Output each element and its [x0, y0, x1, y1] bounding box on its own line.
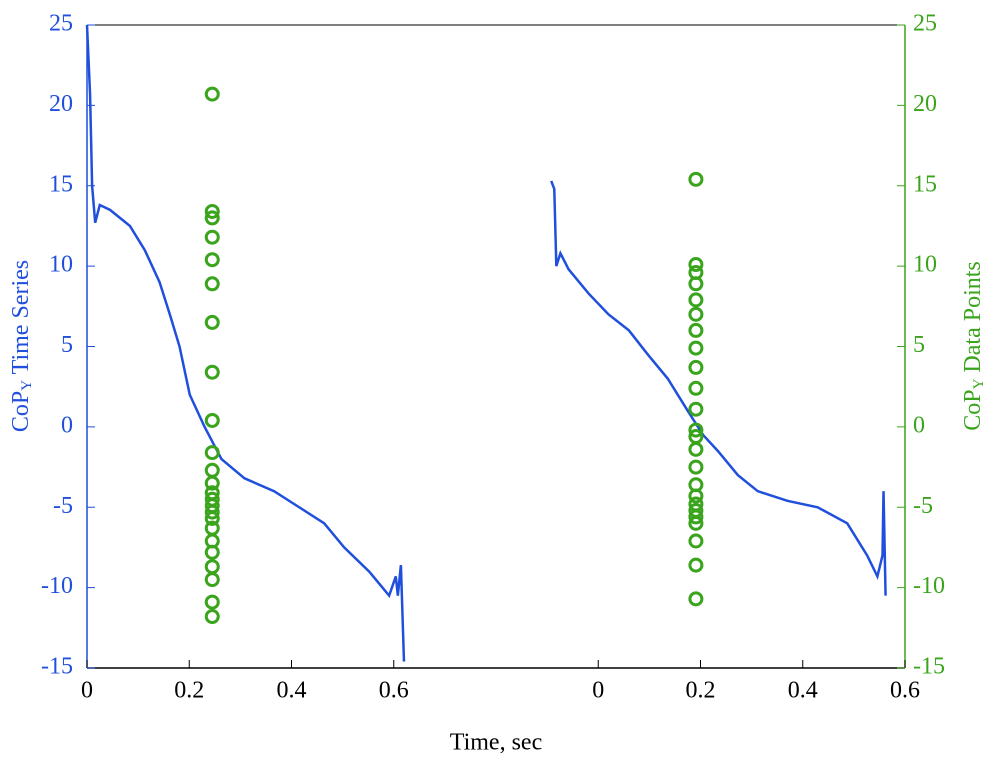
scatter-point — [688, 488, 704, 504]
scatter-point — [688, 306, 704, 322]
scatter-point — [204, 572, 220, 588]
y-axis-label: CoPY Time Series — [8, 260, 36, 432]
y2-axis-label: CoPY Data Points — [960, 261, 988, 431]
scatter-point — [204, 511, 220, 527]
scatter-point — [688, 441, 704, 457]
scatter-point — [688, 257, 704, 273]
scatter-point — [204, 86, 220, 102]
scatter-point — [688, 515, 704, 531]
scatter-point — [204, 544, 220, 560]
x-tick-label: 0.2 — [174, 678, 204, 704]
y2-tick-label: 25 — [913, 11, 937, 37]
scatter-point — [688, 401, 704, 417]
label-part: CoP — [960, 389, 986, 430]
scatter-point — [688, 459, 704, 475]
scatter-point — [204, 504, 220, 520]
y-tick-label: -10 — [41, 573, 73, 599]
scatter-point — [204, 412, 220, 428]
scatter-point — [204, 314, 220, 330]
scatter-point — [688, 322, 704, 338]
y-tick-label: 5 — [61, 332, 73, 358]
y2-tick-label: 5 — [913, 332, 925, 358]
scatter-point — [204, 445, 220, 461]
scatter-point — [204, 462, 220, 478]
y2-tick-label: 0 — [913, 412, 925, 438]
y2-tick-label: -15 — [913, 654, 945, 680]
scatter-point — [204, 475, 220, 491]
y2-tick-label: 10 — [913, 252, 937, 278]
y-tick-label: 10 — [49, 252, 73, 278]
y2-tick-label: -5 — [913, 493, 933, 519]
y-tick-label: 25 — [49, 11, 73, 37]
label-part: CoP — [8, 391, 34, 432]
y-tick-label: 15 — [49, 171, 73, 197]
x-tick-label: 0.6 — [890, 678, 920, 704]
x-tick-label: 0.6 — [379, 678, 409, 704]
label-subscript: Y — [971, 378, 987, 389]
scatter-point — [204, 229, 220, 245]
y-tick-label: -5 — [53, 493, 73, 519]
scatter-point — [204, 364, 220, 380]
label-part: Data Points — [960, 261, 986, 378]
x-tick-label: 0 — [592, 678, 604, 704]
y-tick-label: 0 — [61, 412, 73, 438]
label-subscript: Y — [19, 380, 35, 391]
scatter-point — [688, 340, 704, 356]
y2-tick-label: 15 — [913, 171, 937, 197]
scatter-point — [688, 422, 704, 438]
x-tick-label: 0.4 — [788, 678, 818, 704]
scatter-point — [204, 594, 220, 610]
scatter-point — [688, 359, 704, 375]
scatter-point — [688, 276, 704, 292]
scatter-point — [204, 276, 220, 292]
y2-tick-label: 20 — [913, 91, 937, 117]
scatter-point — [688, 591, 704, 607]
x-tick-label: 0 — [81, 678, 93, 704]
scatter-point — [204, 210, 220, 226]
scatter-point — [688, 509, 704, 525]
scatter-point — [688, 557, 704, 573]
scatter-point — [204, 203, 220, 219]
label-part: Time Series — [8, 260, 34, 380]
y-tick-label: 20 — [49, 91, 73, 117]
scatter-point — [688, 380, 704, 396]
scatter-point — [688, 533, 704, 549]
y2-tick-label: -10 — [913, 573, 945, 599]
x-axis-label: Time, sec — [450, 730, 542, 756]
x-tick-label: 0.2 — [686, 678, 716, 704]
scatter-point — [204, 609, 220, 625]
scatter-point — [204, 559, 220, 575]
scatter-point — [688, 171, 704, 187]
y-tick-label: -15 — [41, 654, 73, 680]
x-tick-label: 0.4 — [277, 678, 307, 704]
scatter-point — [204, 252, 220, 268]
scatter-point — [688, 292, 704, 308]
